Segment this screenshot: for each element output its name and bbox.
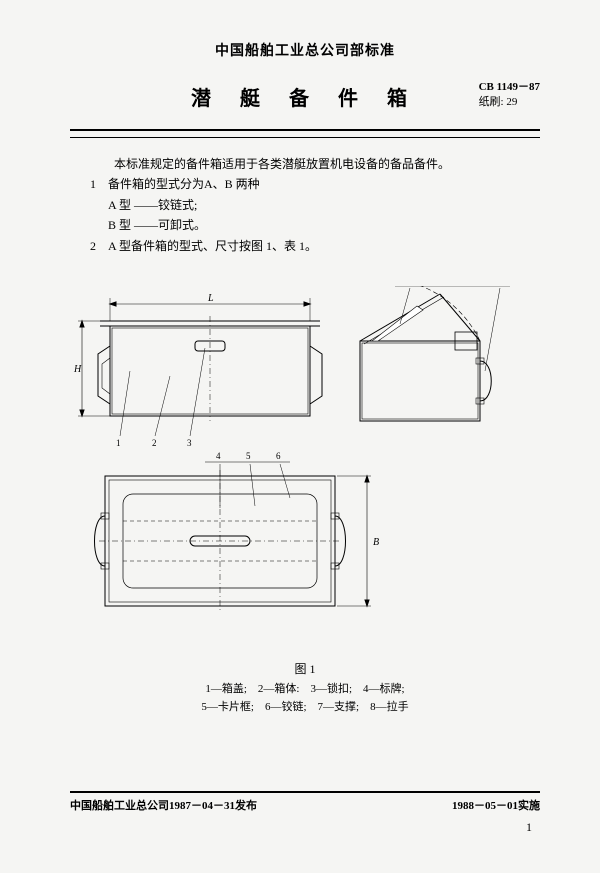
fig-plan-view: B 4 5 6	[95, 451, 380, 612]
figure-svg: L H 1 2 3	[70, 286, 540, 656]
svg-text:6: 6	[276, 451, 281, 461]
footer-effect: 1988－05－01实施	[452, 797, 540, 813]
svg-text:B: B	[373, 537, 379, 548]
doc-title-text: 潜 艇 备 件 箱	[191, 88, 419, 110]
fig-side-view: 7 8	[360, 286, 510, 421]
footer-issue: 中国船舶工业总公司1987－04－31发布	[70, 797, 257, 813]
svg-text:L: L	[207, 293, 214, 304]
figure-legend-1: 1—箱盖; 2—箱体: 3—锁扣; 4—标牌;	[70, 681, 540, 699]
standard-code-block: CB 1149－87 纸刷: 29	[479, 80, 540, 111]
ref-line: 纸刷: 29	[479, 95, 540, 110]
item-1a: A 型 ——铰链式;	[108, 195, 530, 215]
svg-text:4: 4	[216, 451, 221, 461]
fig-front-view: L H 1 2 3	[73, 293, 322, 448]
rule-top-thick	[70, 129, 540, 131]
figure-caption: 图 1	[70, 660, 540, 677]
body-text: 本标准规定的备件箱适用于各类潜艇放置机电设备的备品备件。 1 备件箱的型式分为A…	[90, 154, 530, 256]
svg-text:2: 2	[152, 438, 157, 448]
svg-text:5: 5	[246, 451, 251, 461]
intro-para: 本标准规定的备件箱适用于各类潜艇放置机电设备的备品备件。	[90, 154, 530, 174]
standard-code: CB 1149－87	[479, 80, 540, 95]
svg-text:H: H	[73, 364, 82, 375]
footer-rule: 中国船舶工业总公司1987－04－31发布 1988－05－01实施	[70, 791, 540, 813]
item-1b: B 型 ——可卸式。	[108, 215, 530, 235]
svg-text:1: 1	[116, 438, 121, 448]
doc-title: 潜 艇 备 件 箱	[70, 82, 540, 111]
svg-text:3: 3	[187, 438, 192, 448]
item-2: 2 A 型备件箱的型式、尺寸按图 1、表 1。	[90, 236, 530, 256]
figure-legend: 1—箱盖; 2—箱体: 3—锁扣; 4—标牌; 5—卡片框; 6—铰链; 7—支…	[70, 681, 540, 716]
figure-legend-2: 5—卡片框; 6—铰链; 7—支撑; 8—拉手	[70, 699, 540, 717]
page-number: 1	[526, 820, 532, 835]
rule-top-thin	[70, 137, 540, 138]
header-org: 中国船舶工业总公司部标准	[70, 40, 540, 60]
figure-1: L H 1 2 3	[70, 286, 540, 656]
item-1: 1 备件箱的型式分为A、B 两种	[90, 174, 530, 194]
